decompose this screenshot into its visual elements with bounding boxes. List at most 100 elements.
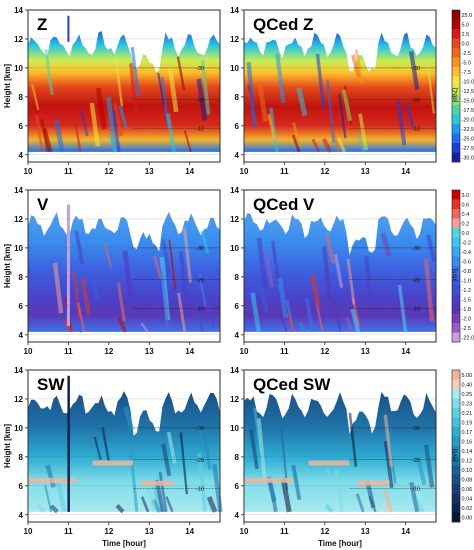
echo-streak [106, 96, 117, 150]
echo-streak [264, 253, 275, 288]
echo-streak [196, 78, 208, 121]
y-tick-label: 8 [235, 453, 240, 462]
colorbar-swatch [452, 133, 460, 144]
echo-streak [409, 482, 420, 513]
colorbar-label: 0.21 [462, 411, 473, 417]
colorbar-label: -27.5 [462, 146, 474, 152]
x-tick-label: 13 [145, 167, 154, 176]
x-tick-label: 10 [240, 167, 249, 176]
echo-streak [356, 132, 365, 153]
y-tick-label: 6 [235, 122, 240, 131]
echo-streak [311, 138, 321, 153]
colorbar-swatch [452, 398, 460, 409]
echo-streak [204, 491, 213, 513]
colorbar-swatch [452, 67, 460, 77]
colorbar-label: 0.25 [462, 392, 473, 398]
echo-streak [267, 113, 277, 141]
y-tick-label: 6 [235, 302, 240, 311]
colorbar-swatch [452, 408, 460, 418]
colorbar-label: 0.04 [462, 496, 473, 502]
echo-streak [292, 122, 302, 148]
colorbar-label: 0.19 [462, 420, 473, 426]
echo-streak [246, 62, 257, 128]
x-tick-label: 10 [24, 527, 33, 536]
x-tick-label: 14 [401, 167, 410, 176]
colorbar-label: -22.0 [462, 335, 474, 341]
colorbar-swatch [452, 379, 460, 390]
echo-streak [62, 319, 73, 333]
echo-streak [291, 464, 302, 501]
x-tick-label: 14 [185, 527, 194, 536]
x-tick-label: 12 [104, 167, 113, 176]
colorbar-label: 0.08 [462, 477, 473, 483]
isotherm-label: -20 [412, 98, 420, 104]
echo-streak [350, 308, 361, 333]
y-tick-label: 6 [19, 302, 24, 311]
colorbar-swatch [452, 76, 460, 87]
colorbar-label: -5.0 [462, 60, 471, 66]
plot-border [27, 189, 221, 343]
clutter-spike [66, 204, 70, 327]
x-tick-label: 12 [104, 527, 113, 536]
echo-streak [118, 105, 128, 129]
echo-streak [333, 253, 344, 288]
echo-streak [326, 79, 335, 144]
colorbar-swatch [452, 114, 460, 125]
colorbar-label: -2.5 [462, 326, 471, 332]
echo-streak [285, 299, 295, 333]
echo-streak [326, 467, 335, 491]
colorbar-label: -0.4 [462, 250, 471, 256]
y-axis-label: Height [km] [3, 64, 12, 108]
colorbar-label: 5.0 [462, 22, 470, 28]
y-tick-label: 10 [14, 244, 23, 253]
colorbar-swatch [452, 465, 460, 475]
y-tick-label: 12 [14, 215, 23, 224]
panel-v-raw: -30 -20 -10 10 11 12 13 14 4 6 8 10 12 14 V [14, 186, 221, 356]
clutter-spike [67, 375, 70, 512]
echo-streak [153, 255, 162, 279]
high-width-band [308, 460, 350, 466]
isotherm-label: -10 [412, 307, 420, 313]
panel-sw-raw: -30 -20 -10 10 11 12 13 14 4 6 8 10 12 14 SW [14, 366, 223, 536]
echo-streak [336, 137, 347, 153]
echo-streak [258, 284, 269, 313]
colorbar-swatch [452, 332, 460, 343]
panel-title: Z [37, 15, 47, 34]
echo-streak [423, 258, 435, 322]
colorbar-swatch [452, 143, 460, 153]
echo-streak [416, 457, 427, 486]
colorbar-swatch [452, 323, 460, 333]
colorbar-z: 25.0 5.0 2.5 0.0 -2.5 -5.0 -7.5 -10.0 -12.5 -15.0… [451, 9, 474, 163]
echo-streak [129, 63, 139, 122]
x-tick-label: 10 [24, 347, 33, 356]
echo-streak [165, 112, 176, 153]
colorbar-label: 0.06 [462, 487, 473, 493]
colorbar-swatch [452, 29, 460, 39]
colorbar-swatch [452, 218, 460, 229]
echo-streak [250, 292, 261, 333]
y-tick-label: 12 [230, 35, 239, 44]
echo-field [28, 211, 220, 332]
colorbar-swatch [452, 417, 460, 428]
colorbar-label: -2.0 [462, 316, 471, 322]
colorbar-label: 0.4 [462, 212, 470, 218]
echo-streak [257, 83, 269, 122]
x-tick-label: 11 [280, 347, 289, 356]
isotherm-label: -10 [196, 127, 204, 133]
colorbar-label: -1.5 [462, 297, 471, 303]
colorbar-label: -15.0 [462, 98, 474, 104]
panel-title: SW [37, 375, 65, 394]
y-tick-label: 12 [14, 35, 23, 44]
isotherm-label: -20 [196, 278, 204, 284]
colorbar-label: 25.0 [462, 13, 473, 19]
colorbar-label: 0.0 [462, 231, 470, 237]
echo-streak [115, 504, 125, 514]
colorbar-swatch [452, 199, 460, 210]
colorbar-swatch [452, 389, 460, 399]
x-tick-label: 13 [145, 527, 154, 536]
echo-streak [34, 114, 45, 153]
x-axis-label: Time [hour] [318, 539, 362, 548]
x-tick-label: 12 [104, 347, 113, 356]
echo-streak [345, 316, 355, 333]
x-tick-label: 11 [64, 167, 73, 176]
